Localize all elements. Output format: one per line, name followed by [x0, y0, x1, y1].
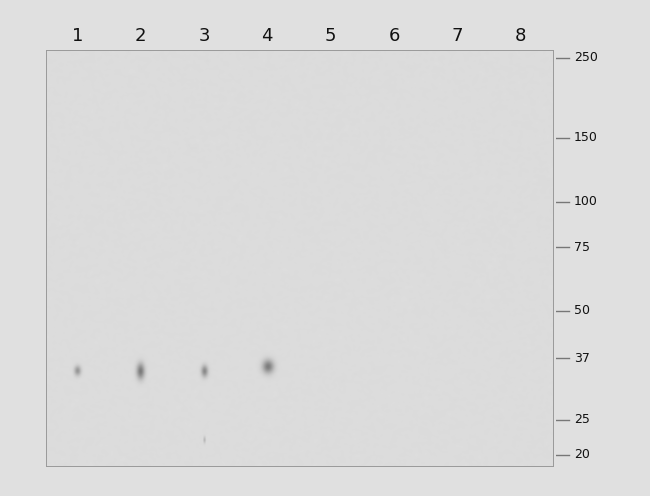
- Text: 2: 2: [135, 27, 146, 45]
- Text: 50: 50: [574, 305, 590, 317]
- Text: 25: 25: [574, 413, 590, 427]
- Text: 37: 37: [574, 352, 590, 365]
- Text: 3: 3: [198, 27, 210, 45]
- Text: 100: 100: [574, 195, 598, 208]
- Text: 8: 8: [515, 27, 527, 45]
- Text: 150: 150: [574, 131, 598, 144]
- Text: 5: 5: [325, 27, 337, 45]
- Text: 4: 4: [261, 27, 273, 45]
- Text: 250: 250: [574, 51, 598, 64]
- Text: 1: 1: [72, 27, 83, 45]
- Text: 6: 6: [388, 27, 400, 45]
- Text: 7: 7: [452, 27, 463, 45]
- Text: 20: 20: [574, 448, 590, 461]
- Text: 75: 75: [574, 241, 590, 253]
